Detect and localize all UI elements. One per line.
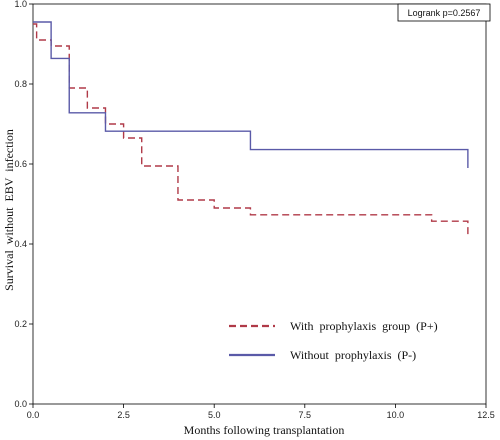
y-tick-label: 0.8 xyxy=(14,79,27,89)
plot-area xyxy=(32,3,487,405)
y-tick-label: 0.0 xyxy=(14,399,27,409)
y-tick-label: 0.2 xyxy=(14,319,27,329)
y-tick-label: 0.4 xyxy=(14,239,27,249)
x-tick-label: 0.0 xyxy=(27,410,40,420)
y-axis-title: Survival without EBV infection xyxy=(2,129,16,291)
logrank-annotation: Logrank p=0.2567 xyxy=(408,8,481,18)
y-tick-label: 0.6 xyxy=(14,159,27,169)
x-tick-label: 5.0 xyxy=(208,410,221,420)
series-lines xyxy=(33,21,469,236)
x-tick-label: 2.5 xyxy=(117,410,130,420)
legend-label-p-minus: Without prophylaxis (P-) xyxy=(290,348,416,362)
y-tick-label: 1.0 xyxy=(14,0,27,9)
y-axis-ticks: 0.0 0.2 0.4 0.6 0.8 1.0 xyxy=(14,0,33,409)
series-line-p-minus xyxy=(33,21,469,168)
plot-frame xyxy=(32,3,487,405)
series-line-p-plus xyxy=(33,23,469,236)
legend: With prophylaxis group (P+) Without prop… xyxy=(229,319,438,362)
x-axis-title: Months following transplantation xyxy=(184,423,345,437)
x-tick-label: 7.5 xyxy=(299,410,312,420)
annotation-box xyxy=(397,3,491,22)
legend-label-p-plus: With prophylaxis group (P+) xyxy=(290,319,438,333)
x-axis-ticks: 0.0 2.5 5.0 7.5 10.0 12.5 xyxy=(27,404,495,420)
x-tick-label: 12.5 xyxy=(477,410,495,420)
x-tick-label: 10.0 xyxy=(387,410,405,420)
